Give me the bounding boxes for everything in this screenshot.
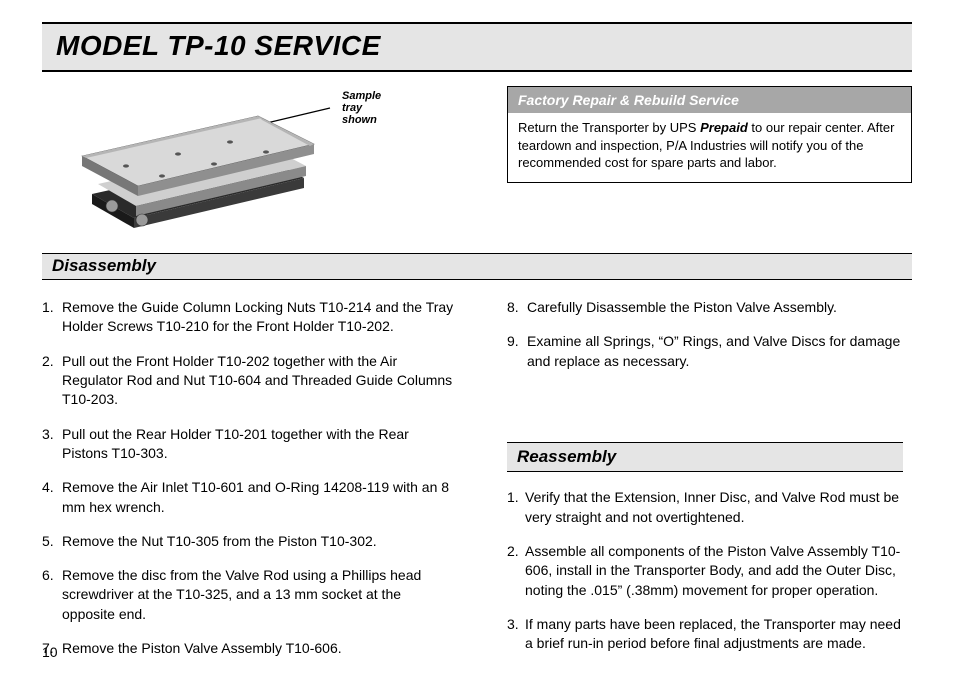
disassembly-step: Remove the Nut T10-305 from the Piston T… <box>42 532 457 551</box>
disassembly-step: Examine all Springs, “O” Rings, and Valv… <box>507 332 912 371</box>
reassembly-step: Verify that the Extension, Inner Disc, a… <box>507 488 912 527</box>
sample-label-line: Sample <box>342 90 381 102</box>
reassembly-step: Assemble all components of the Piston Va… <box>507 542 912 600</box>
disassembly-step: Remove the Air Inlet T10-601 and O-Ring … <box>42 478 457 517</box>
factory-column: Factory Repair & Rebuild Service Return … <box>467 86 912 231</box>
page-number: 10 <box>42 644 58 660</box>
left-column: Remove the Guide Column Locking Nuts T10… <box>42 298 477 673</box>
factory-body-pre: Return the Transporter by UPS <box>518 120 700 135</box>
top-row: Sample tray shown Factory Repair & Rebui… <box>42 86 912 231</box>
disassembly-step: Pull out the Front Holder T10-202 togeth… <box>42 352 457 410</box>
sample-label-line: tray <box>342 102 381 114</box>
title-bar: MODEL TP-10 SERVICE <box>42 22 912 72</box>
factory-service-box: Factory Repair & Rebuild Service Return … <box>507 86 912 183</box>
sample-label-line: shown <box>342 114 381 126</box>
disassembly-heading: Disassembly <box>42 253 912 280</box>
reassembly-list: Verify that the Extension, Inner Disc, a… <box>507 488 912 653</box>
disassembly-list-right: Carefully Disassemble the Piston Valve A… <box>507 298 912 371</box>
factory-service-heading: Factory Repair & Rebuild Service <box>508 87 911 113</box>
factory-body-bold: Prepaid <box>700 120 748 135</box>
spacer <box>507 386 912 420</box>
right-column: Carefully Disassemble the Piston Valve A… <box>477 298 912 673</box>
reassembly-step: If many parts have been replaced, the Tr… <box>507 615 912 654</box>
product-illustration: Sample tray shown <box>42 86 467 231</box>
factory-service-body: Return the Transporter by UPS Prepaid to… <box>508 113 911 182</box>
body-columns: Remove the Guide Column Locking Nuts T10… <box>42 298 912 673</box>
disassembly-step: Remove the Guide Column Locking Nuts T10… <box>42 298 457 337</box>
reassembly-heading: Reassembly <box>507 442 903 472</box>
tray-svg <box>42 86 342 231</box>
disassembly-list-left: Remove the Guide Column Locking Nuts T10… <box>42 298 457 658</box>
disassembly-step: Pull out the Rear Holder T10-201 togethe… <box>42 425 457 464</box>
page: MODEL TP-10 SERVICE <box>0 0 954 674</box>
disassembly-step: Remove the Piston Valve Assembly T10-606… <box>42 639 457 658</box>
disassembly-step: Remove the disc from the Valve Rod using… <box>42 566 457 624</box>
disassembly-step: Carefully Disassemble the Piston Valve A… <box>507 298 912 317</box>
sample-tray-label: Sample tray shown <box>342 90 381 126</box>
page-title: MODEL TP-10 SERVICE <box>56 30 898 62</box>
